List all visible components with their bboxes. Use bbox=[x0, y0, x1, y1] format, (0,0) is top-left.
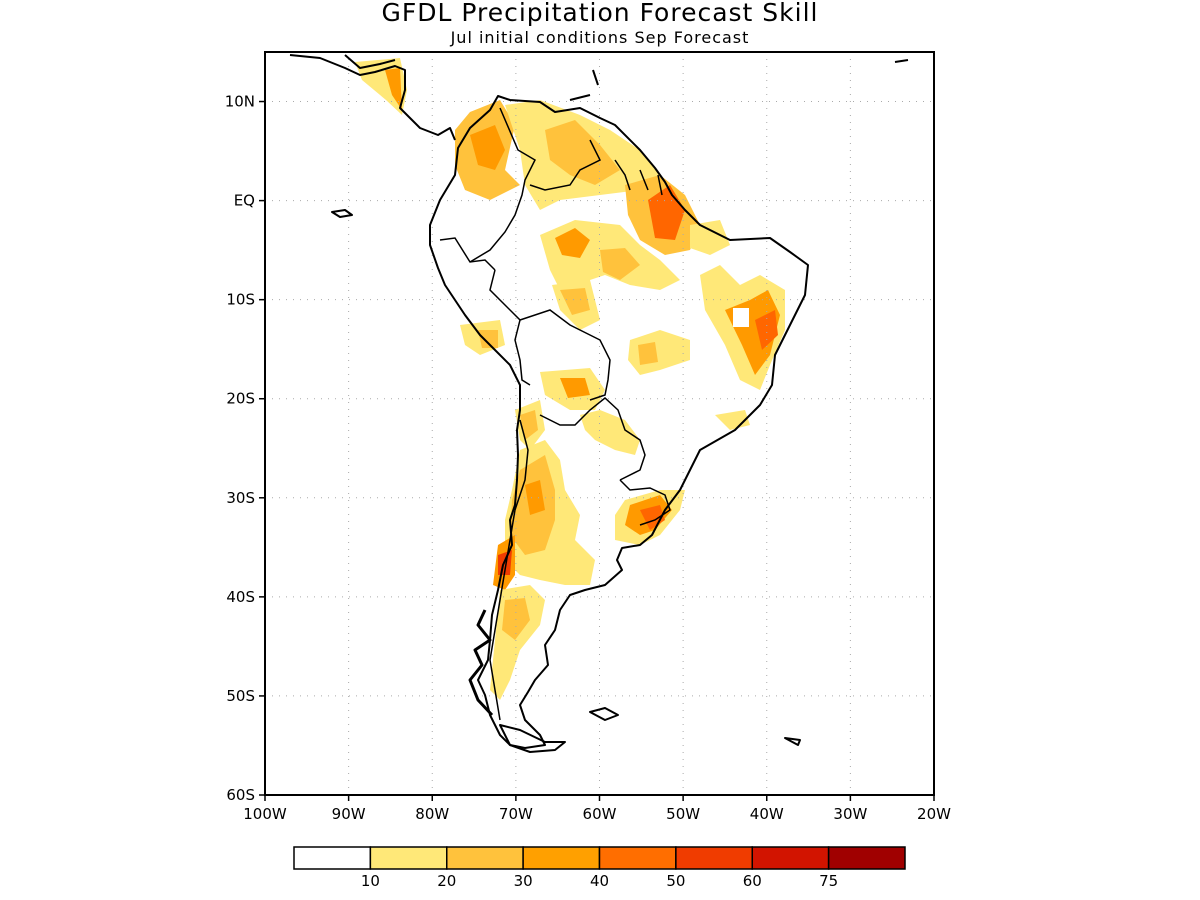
colorbar-label: 50 bbox=[666, 872, 685, 890]
border-bolivia-brazil bbox=[519, 309, 611, 401]
colorbar-swatch bbox=[293, 846, 372, 870]
lon-tick-label: 70W bbox=[499, 805, 533, 823]
lon-tick-label: 100W bbox=[243, 805, 287, 823]
colorbar-swatch bbox=[522, 846, 601, 870]
skill-region-peru-core bbox=[478, 330, 498, 348]
skill-region-amazon-east bbox=[690, 220, 730, 255]
skill-region-andes-north-core bbox=[520, 410, 538, 440]
coastline-yucatan bbox=[344, 54, 396, 69]
colorbar-label: 20 bbox=[437, 872, 456, 890]
lat-tick-label: 20S bbox=[226, 390, 255, 408]
skill-region-central-amazon-b bbox=[600, 248, 640, 280]
skill-region-northeast-brazil-peak bbox=[755, 310, 778, 350]
skill-region-chaco bbox=[580, 410, 640, 455]
map-subtitle: Jul initial conditions Sep Forecast bbox=[450, 28, 750, 47]
colorbar-label: 30 bbox=[514, 872, 533, 890]
lat-tick-label: 10N bbox=[225, 93, 255, 111]
border-argentina-brazil-uruguay bbox=[619, 479, 671, 526]
colorbar-swatch bbox=[751, 846, 830, 870]
lon-tick-label: 40W bbox=[750, 805, 784, 823]
lat-tick-label: 60S bbox=[226, 786, 255, 804]
skill-region-bolivia-core bbox=[560, 378, 590, 398]
coastline-south-america bbox=[429, 95, 809, 749]
border-ecuador-peru bbox=[439, 237, 496, 271]
colorbar-swatch bbox=[446, 846, 524, 870]
skill-region-central-america-core bbox=[385, 68, 402, 110]
skill-shading bbox=[355, 58, 785, 700]
map-title: GFDL Precipitation Forecast Skill bbox=[381, 0, 819, 27]
lon-tick-label: 80W bbox=[415, 805, 449, 823]
lat-tick-label: 40S bbox=[226, 588, 255, 606]
skill-region-colombia-core bbox=[470, 125, 505, 170]
lon-tick-label: 50W bbox=[666, 805, 700, 823]
lon-tick-label: 20W bbox=[917, 805, 951, 823]
colorbar: 10 20 30 40 50 60 75 bbox=[293, 846, 906, 890]
coastlines bbox=[289, 54, 909, 753]
border-venezuela-guyana bbox=[529, 139, 602, 191]
country-borders bbox=[439, 107, 671, 721]
lon-tick-label: 60W bbox=[583, 805, 617, 823]
colorbar-swatch bbox=[598, 846, 677, 870]
coastline-tierra-del-fuego bbox=[499, 724, 566, 753]
lat-tick-label: 10S bbox=[226, 291, 255, 309]
skill-region-central-brazil-core bbox=[638, 342, 658, 365]
lat-tick-label: EQ bbox=[234, 192, 255, 210]
lat-tick-label: 50S bbox=[226, 687, 255, 705]
colorbar-swatch bbox=[369, 846, 448, 870]
colorbar-swatch bbox=[827, 846, 906, 870]
coastline-caribbean-islands bbox=[569, 59, 909, 101]
colorbar-label: 10 bbox=[361, 872, 380, 890]
skill-region-central-argentina-b bbox=[525, 480, 545, 515]
skill-region-central-amazon-core bbox=[555, 228, 590, 258]
coastline-falklands bbox=[589, 707, 619, 721]
colorbar-swatch bbox=[675, 846, 753, 870]
skill-region-venezuela-core bbox=[545, 120, 620, 185]
colorbar-label: 40 bbox=[590, 872, 609, 890]
border-peru-brazil bbox=[489, 269, 531, 386]
border-guianas bbox=[614, 159, 663, 196]
coastline-central-america bbox=[289, 54, 456, 141]
coastline-south-georgia bbox=[784, 737, 801, 746]
skill-region-central-brazil bbox=[628, 330, 690, 375]
lon-tick-label: 90W bbox=[332, 805, 366, 823]
gridlines bbox=[265, 52, 934, 795]
masked-cell bbox=[733, 308, 749, 327]
border-argentina-chile bbox=[489, 419, 529, 721]
colorbar-label: 60 bbox=[743, 872, 762, 890]
coastline-chile-fjords bbox=[468, 609, 494, 717]
coastline-galapagos bbox=[331, 209, 353, 218]
border-bolivia-paraguay bbox=[539, 397, 646, 481]
colorbar-label: 75 bbox=[819, 872, 838, 890]
border-colombia-venezuela bbox=[469, 107, 536, 263]
lat-tick-label: 30S bbox=[226, 489, 255, 507]
lon-tick-label: 30W bbox=[833, 805, 867, 823]
skill-region-south-amazon-core bbox=[560, 288, 590, 315]
